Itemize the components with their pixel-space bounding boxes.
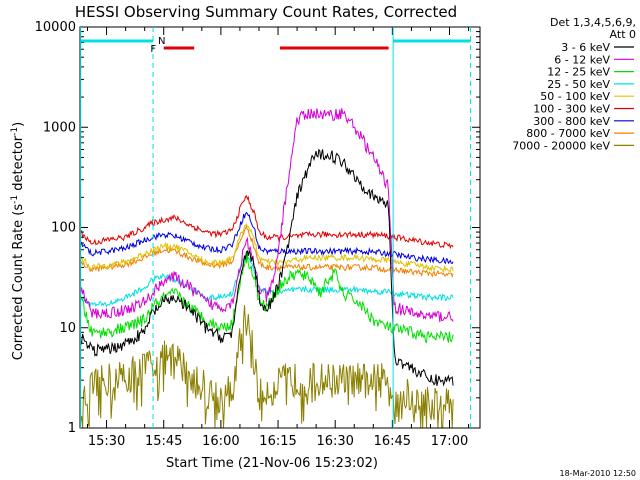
y-axis-label: Corrected Count Rate (s-1 detector-1) — [10, 122, 26, 360]
x-tick-label: 16:00 — [202, 434, 239, 449]
footer-timestamp: 18-Mar-2010 12:50 — [560, 469, 637, 478]
y-axis-label-sup2: -1 — [10, 127, 20, 136]
y-axis-label-sup: -1 — [10, 195, 20, 204]
legend-entry-label: 800 - 7000 keV — [526, 127, 610, 140]
legend-header: Det 1,3,4,5,6,9, — [550, 16, 636, 29]
legend-entry-label: 12 - 25 keV — [547, 66, 610, 79]
legend-entry-label: 7000 - 20000 keV — [512, 139, 610, 152]
legend-entry-label: 25 - 50 keV — [547, 78, 610, 91]
x-axis-label: Start Time (21-Nov-06 15:23:02) — [166, 456, 378, 471]
flare-label: F — [150, 44, 156, 55]
x-tick-label: 16:15 — [259, 434, 296, 449]
series-line-3 — [80, 253, 454, 344]
legend-entry-label: 100 - 300 keV — [533, 103, 610, 116]
chart-title: HESSI Observing Summary Count Rates, Cor… — [75, 3, 457, 21]
legend-entry-label: 6 - 12 keV — [554, 53, 610, 66]
legend-entry-label: 300 - 800 keV — [533, 115, 610, 128]
night-label: N — [158, 36, 165, 47]
x-tick-label: 17:00 — [431, 434, 468, 449]
legend-entry-label: 3 - 6 keV — [561, 41, 610, 54]
legend-header: Att 0 — [610, 28, 636, 41]
series-line-9 — [80, 305, 454, 429]
y-axis-label-main: Corrected Count Rate (s — [11, 204, 26, 361]
y-axis-label-tail: detector — [11, 135, 26, 195]
series-line-2 — [80, 108, 454, 323]
x-tick-label: 16:45 — [374, 434, 411, 449]
series-line-7 — [80, 211, 454, 265]
x-tick-label: 15:30 — [88, 434, 125, 449]
y-tick-label: 1 — [68, 421, 76, 436]
x-tick-label: 15:45 — [145, 434, 182, 449]
y-tick-label: 1000 — [43, 120, 76, 135]
legend-entry-label: 50 - 100 keV — [540, 90, 610, 103]
y-tick-label: 10 — [59, 321, 76, 336]
y-tick-label: 10000 — [35, 20, 76, 35]
series-line-1 — [80, 148, 454, 387]
x-tick-label: 16:30 — [316, 434, 353, 449]
y-axis-label-end: ) — [11, 122, 26, 127]
y-tick-label: 100 — [51, 221, 76, 236]
